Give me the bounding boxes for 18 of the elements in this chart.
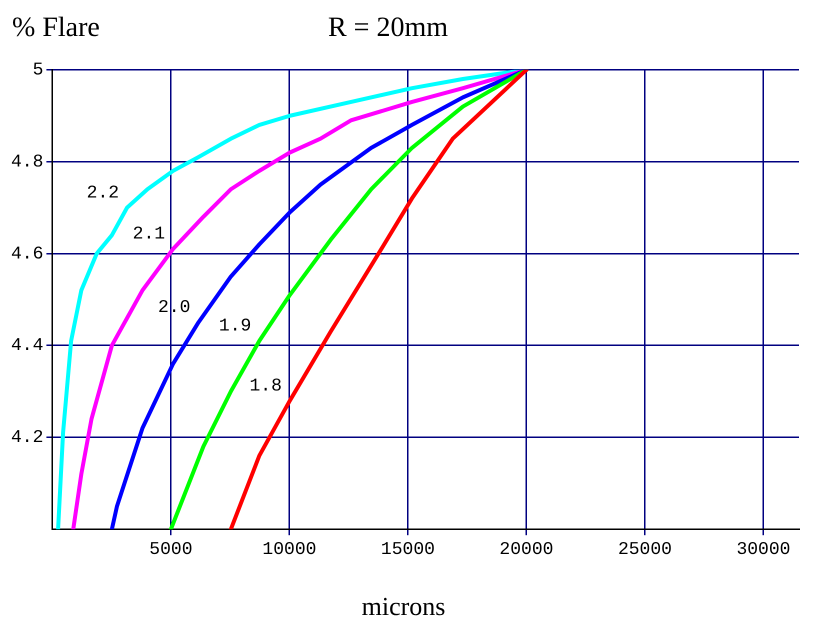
series-label: 1.9 xyxy=(218,316,252,337)
y-tick-label: 4.8 xyxy=(11,152,44,172)
x-tick-label: 15000 xyxy=(380,540,435,560)
y-tick-label: 4.4 xyxy=(11,336,44,356)
x-axis-title: microns xyxy=(362,592,446,622)
x-tick-label: 5000 xyxy=(149,540,193,560)
x-tick-label: 30000 xyxy=(736,540,790,560)
x-tick-label: 20000 xyxy=(499,540,554,560)
y-tick-label: 4.6 xyxy=(11,244,44,264)
y-axis-title: % Flare xyxy=(12,12,100,44)
x-tick-label: 25000 xyxy=(618,540,672,560)
y-tick-label: 4.2 xyxy=(11,428,44,448)
x-tick-label: 10000 xyxy=(262,540,316,560)
series-label: 2.1 xyxy=(132,224,166,245)
series-label: 1.8 xyxy=(249,376,282,396)
series-label: 2.2 xyxy=(86,183,120,204)
y-tick-label: 5 xyxy=(32,60,44,81)
chart-title: R = 20mm xyxy=(328,12,448,44)
